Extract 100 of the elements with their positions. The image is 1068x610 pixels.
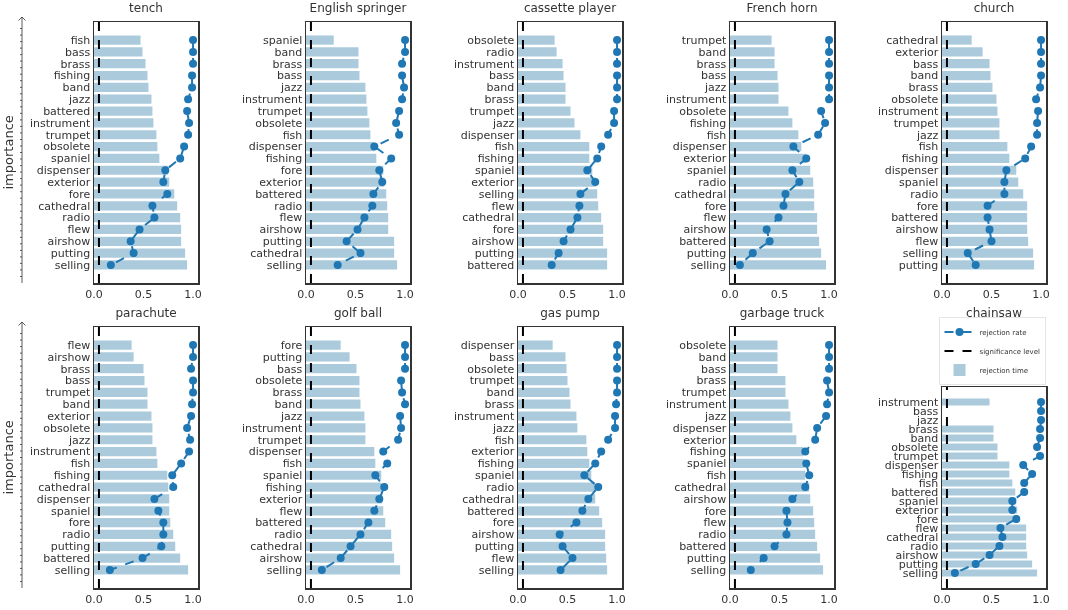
x-tick-label: 1.0	[184, 287, 202, 301]
bar	[306, 189, 387, 199]
point	[398, 71, 407, 80]
bar	[730, 375, 786, 386]
y-tick-label: band	[62, 398, 91, 412]
bar	[306, 224, 389, 235]
point	[189, 352, 198, 361]
bar	[518, 446, 588, 457]
point	[106, 260, 115, 269]
x-tick-label: 0.0	[933, 287, 951, 301]
point	[611, 412, 620, 421]
bar	[306, 494, 383, 504]
y-tick-label: radio	[274, 528, 303, 542]
bar	[518, 82, 566, 93]
bar	[518, 387, 570, 398]
y-tick-label: fishing	[689, 445, 727, 459]
point	[748, 249, 757, 258]
point	[613, 36, 622, 45]
point	[1008, 505, 1017, 514]
bar	[306, 82, 366, 93]
bar	[518, 201, 599, 211]
point	[353, 225, 362, 234]
point	[795, 178, 804, 187]
y-tick-label: instrument	[29, 445, 91, 459]
bar	[730, 517, 815, 528]
point	[168, 471, 177, 480]
y-tick-label: dispenser	[36, 164, 91, 178]
point	[584, 494, 593, 503]
point	[825, 36, 834, 45]
point	[554, 249, 563, 258]
bar	[94, 189, 175, 199]
y-tick-label: fishing	[689, 116, 727, 130]
x-tick-label: 1.0	[184, 592, 202, 606]
y-tick-label: cathedral	[250, 246, 303, 260]
point	[593, 154, 602, 163]
point	[189, 36, 198, 45]
bar	[94, 387, 148, 398]
point	[163, 189, 172, 198]
point	[555, 530, 564, 539]
bar	[94, 352, 134, 362]
point	[805, 471, 814, 480]
y-tick-label: spaniel	[474, 469, 515, 483]
bar	[94, 375, 145, 386]
bar	[942, 106, 998, 116]
y-tick-label: instrument	[665, 93, 727, 107]
point	[825, 388, 834, 397]
bar	[730, 446, 804, 457]
bar	[306, 212, 389, 223]
bar	[306, 364, 357, 374]
point	[558, 542, 567, 551]
bar	[942, 260, 1035, 270]
point	[613, 364, 622, 373]
bar	[94, 82, 149, 93]
point	[395, 130, 404, 139]
y-tick-label: jazz	[279, 409, 303, 423]
point	[1037, 36, 1046, 45]
point	[580, 471, 589, 480]
y-tick-label: fishing	[477, 152, 515, 166]
bar	[942, 224, 1028, 235]
bar	[730, 236, 820, 246]
point	[573, 213, 582, 222]
bar	[730, 482, 810, 492]
point	[759, 554, 768, 563]
bar	[518, 517, 603, 528]
point	[802, 459, 811, 468]
bar	[94, 59, 146, 69]
point	[129, 249, 138, 258]
point	[610, 118, 619, 127]
point	[342, 237, 351, 246]
point	[396, 412, 405, 421]
y-tick-label: airshow	[683, 223, 727, 237]
y-tick-label: airshow	[259, 223, 303, 237]
point	[187, 412, 196, 421]
y-tick-label: battered	[679, 235, 727, 249]
point	[821, 118, 830, 127]
y-tick-label: brass	[60, 362, 91, 376]
point	[825, 364, 834, 373]
point	[547, 260, 556, 269]
bar	[518, 236, 604, 246]
chart-title: church	[973, 1, 1015, 16]
point	[184, 130, 193, 139]
bar	[730, 458, 805, 469]
point	[789, 142, 798, 151]
bar	[942, 248, 1034, 258]
point	[604, 435, 613, 444]
bar	[518, 59, 563, 69]
bar	[730, 153, 807, 164]
bar	[942, 524, 1027, 532]
bar	[306, 260, 398, 270]
y-tick-label: spaniel	[686, 457, 727, 471]
y-tick-label: obsolete	[679, 104, 727, 118]
y-tick-label: putting	[686, 551, 727, 565]
y-tick-label: trumpet	[893, 116, 939, 130]
bar	[94, 399, 148, 409]
y-tick-label: dispenser	[460, 128, 515, 142]
point	[185, 118, 194, 127]
bar	[306, 352, 350, 362]
bar	[94, 236, 182, 246]
y-tick-label: selling	[266, 258, 303, 272]
bar	[94, 35, 141, 45]
